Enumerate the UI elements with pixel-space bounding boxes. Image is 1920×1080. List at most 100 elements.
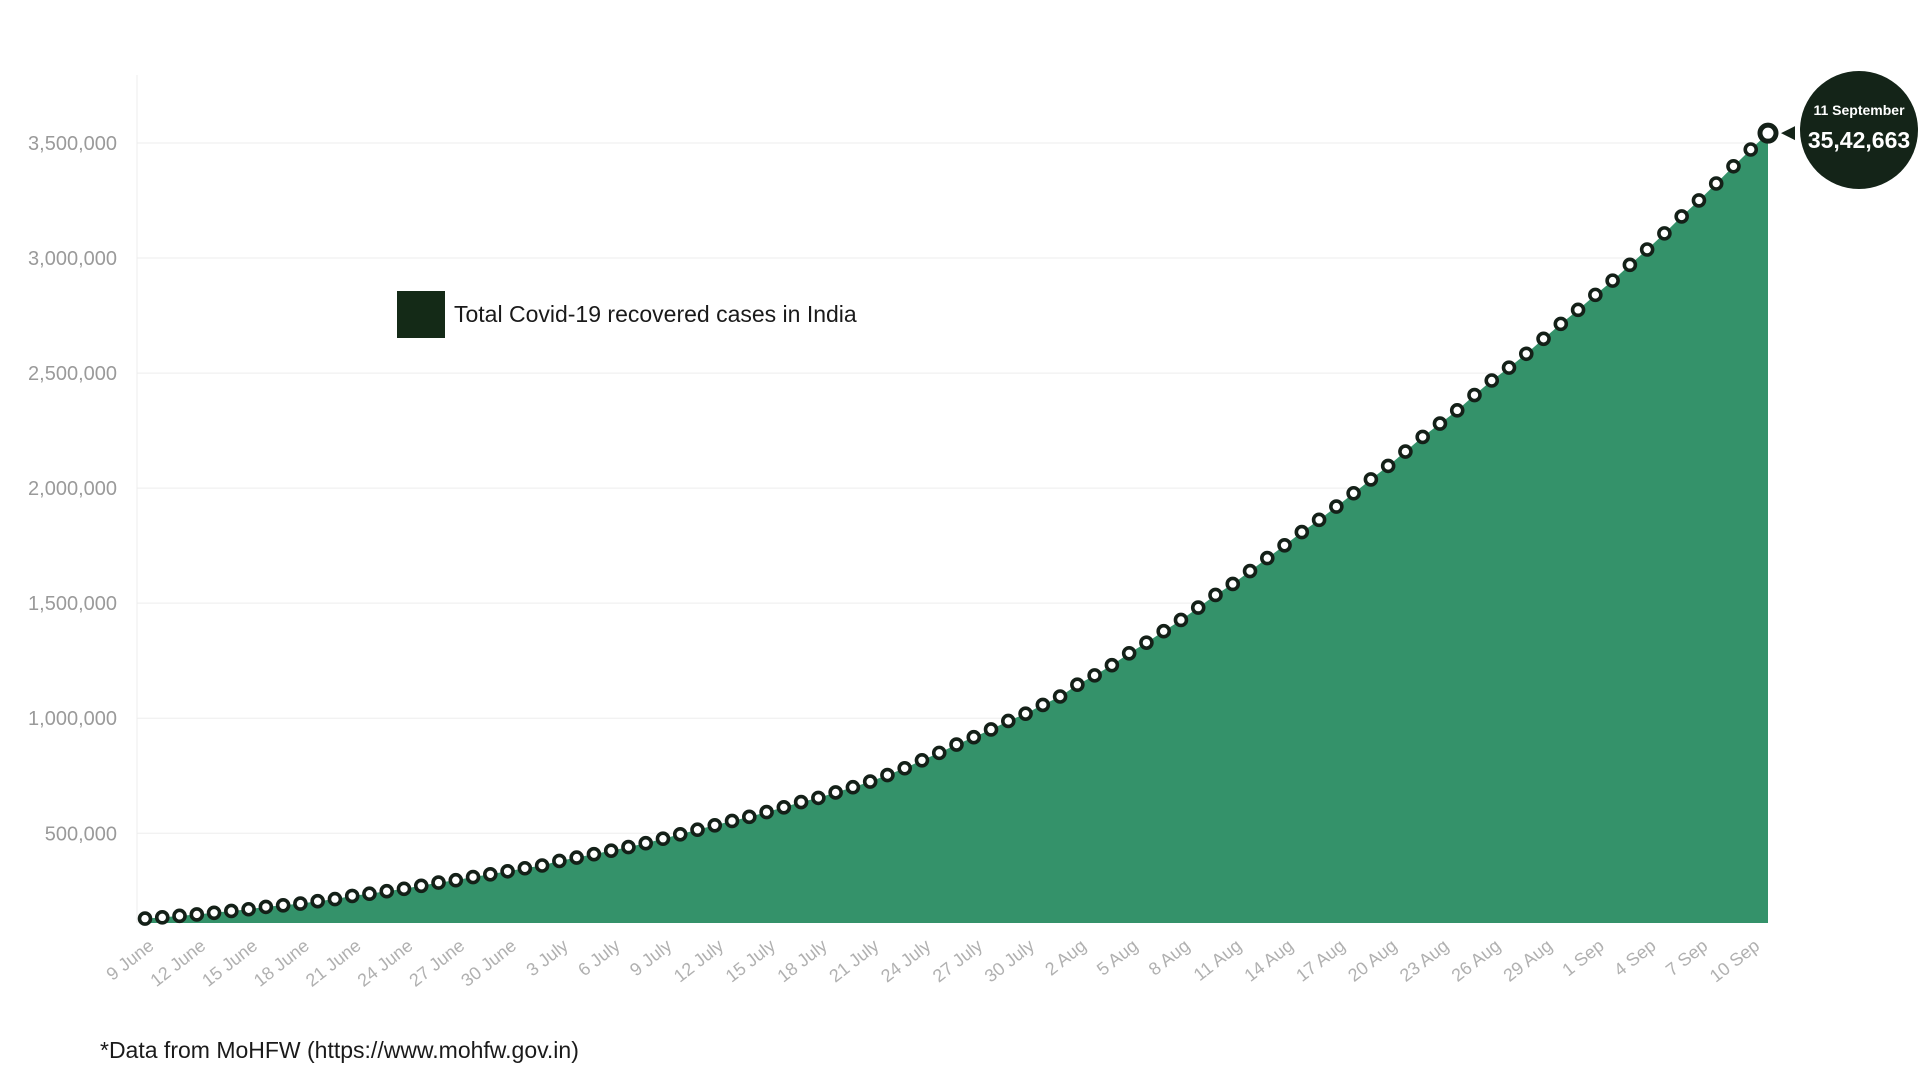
x-tick-label: 1 Sep xyxy=(1558,935,1607,980)
data-point xyxy=(1588,287,1603,303)
data-point xyxy=(517,860,533,876)
x-tick-label: 2 Aug xyxy=(1041,935,1090,979)
x-tick-label: 24 July xyxy=(877,935,934,986)
y-tick-label: 1,000,000 xyxy=(28,708,117,730)
data-point xyxy=(1536,331,1551,347)
data-point xyxy=(811,790,826,806)
x-tick-label: 7 Sep xyxy=(1662,935,1711,980)
data-point xyxy=(1622,257,1638,273)
data-point xyxy=(310,893,325,909)
data-point xyxy=(949,737,964,752)
data-point xyxy=(293,896,308,911)
data-point xyxy=(897,760,913,776)
data-point xyxy=(880,767,895,783)
data-point xyxy=(845,779,861,795)
x-tick-label: 24 June xyxy=(354,935,417,990)
data-point xyxy=(396,881,412,897)
data-point xyxy=(1294,524,1310,540)
data-point xyxy=(1674,209,1689,224)
x-tick-label: 23 Aug xyxy=(1396,935,1452,985)
data-point xyxy=(1467,387,1482,403)
data-point xyxy=(206,905,222,921)
data-point xyxy=(413,878,429,894)
data-point xyxy=(1139,635,1154,650)
data-point xyxy=(534,858,550,873)
x-tick-label: 18 June xyxy=(250,935,313,990)
data-point xyxy=(655,831,671,847)
y-axis: 500,000 1,000,000 1,500,000 2,000,000 2,500,… xyxy=(28,133,117,845)
data-point xyxy=(241,901,256,917)
grid-lines xyxy=(136,75,1768,923)
data-point xyxy=(586,846,602,862)
data-point xyxy=(483,866,498,882)
data-point xyxy=(137,911,153,926)
data-point xyxy=(1484,373,1500,388)
area-series xyxy=(145,133,1768,924)
y-tick-label: 500,000 xyxy=(45,823,117,845)
data-point xyxy=(1035,697,1051,713)
x-tick-label: 15 July xyxy=(722,935,779,986)
data-point xyxy=(1000,713,1016,729)
y-tick-label: 3,500,000 xyxy=(28,133,117,155)
data-point xyxy=(1691,193,1707,208)
data-point xyxy=(1242,563,1258,579)
data-point xyxy=(379,883,395,899)
data-point xyxy=(1156,623,1171,639)
x-tick-label: 17 Aug xyxy=(1292,935,1348,985)
annotation-bubble xyxy=(1800,71,1918,189)
data-point xyxy=(1380,458,1396,474)
data-point xyxy=(362,886,377,902)
data-point xyxy=(862,774,878,789)
y-tick-label: 2,500,000 xyxy=(28,363,117,385)
annotation: 11 September 35,42,663 xyxy=(1781,71,1918,189)
data-point xyxy=(724,813,740,829)
legend-swatch xyxy=(397,291,445,338)
data-point xyxy=(1104,657,1120,673)
data-point xyxy=(258,899,274,915)
data-point xyxy=(1363,472,1379,487)
x-tick-label: 9 July xyxy=(626,935,675,980)
data-point xyxy=(189,907,205,922)
data-point xyxy=(1018,706,1033,721)
x-tick-label: 8 Aug xyxy=(1145,935,1194,979)
data-point xyxy=(621,839,636,855)
y-tick-label: 1,500,000 xyxy=(28,593,117,615)
data-point xyxy=(707,817,723,833)
data-point xyxy=(638,835,654,851)
data-point xyxy=(776,800,792,815)
data-point xyxy=(1311,512,1327,528)
data-point xyxy=(1757,122,1779,144)
x-tick-label: 29 Aug xyxy=(1500,935,1556,985)
data-point xyxy=(1173,612,1189,628)
data-point xyxy=(448,872,464,888)
x-tick-label: 15 June xyxy=(198,935,261,990)
data-point xyxy=(931,745,947,761)
data-point xyxy=(172,908,187,924)
data-point xyxy=(1329,499,1344,514)
data-point xyxy=(1121,645,1137,661)
data-point xyxy=(1432,416,1448,431)
x-tick-label: 12 June xyxy=(146,935,209,990)
data-point xyxy=(1398,444,1413,459)
x-tick-label: 18 July xyxy=(774,935,831,986)
footnote: *Data from MoHFW (https://www.mohfw.gov.… xyxy=(100,1037,579,1063)
x-tick-label: 3 July xyxy=(522,935,571,980)
x-tick-label: 27 July xyxy=(929,935,986,986)
data-point xyxy=(1570,302,1586,318)
data-point xyxy=(1743,142,1759,157)
x-tick-label: 14 Aug xyxy=(1241,935,1297,985)
data-point xyxy=(1052,689,1068,704)
data-markers xyxy=(137,122,1779,926)
data-point xyxy=(1518,346,1534,362)
data-point xyxy=(983,722,999,737)
data-point xyxy=(1277,537,1292,553)
data-point xyxy=(742,809,757,825)
data-point xyxy=(1208,587,1223,603)
data-point xyxy=(1449,403,1465,418)
data-point xyxy=(1553,316,1569,332)
x-tick-label: 27 June xyxy=(405,935,468,990)
data-point xyxy=(1415,429,1430,445)
x-tick-label: 20 Aug xyxy=(1344,935,1400,985)
annotation-value: 35,42,663 xyxy=(1808,127,1910,153)
